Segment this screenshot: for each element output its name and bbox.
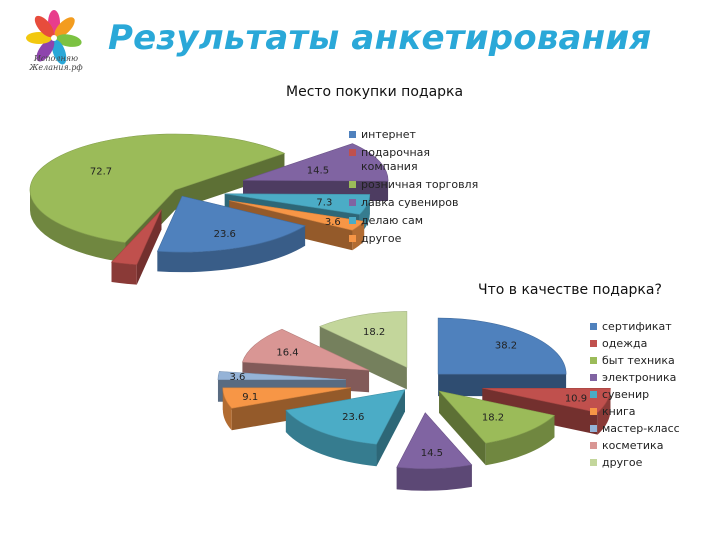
chart2-data-label: 3.6 [229,372,245,383]
chart2-data-label: 18.2 [363,327,385,338]
chart1-data-label: 7.3 [316,197,332,208]
legend-swatch [590,425,597,432]
chart2-legend-item: электроника [590,371,690,385]
chart2-data-label: 10.9 [565,394,587,405]
legend-swatch [590,408,597,415]
chart1-data-label: 14.5 [307,166,329,177]
legend-label: подарочная компания [361,146,431,173]
legend-swatch [590,459,597,466]
chart2-data-label: 16.4 [276,347,298,358]
legend-swatch [590,442,597,449]
chart2-legend-item: мастер-класс [590,422,690,436]
legend-label: электроника [602,371,677,384]
legend-label: мастер-класс [602,422,680,435]
chart1-data-label: 72.7 [90,166,112,177]
logo-text: Исполняю Желания.рф [29,54,83,72]
chart1-legend-item: интернет [349,128,489,142]
chart1-data-label: 3.6 [325,217,341,228]
chart2-slice-4 [396,412,473,491]
legend-label: сертификат [602,320,672,333]
logo-flower-icon [26,10,82,65]
chart2-slice-5 [285,389,406,467]
legend-swatch [590,357,597,364]
legend-swatch [349,131,356,138]
legend-label: розничная торговля [361,178,479,191]
legend-swatch [349,199,356,206]
chart2-legend-item: другое [590,456,690,470]
chart1-data-label: 23.6 [214,229,236,240]
chart2-data-label: 18.2 [482,413,504,424]
legend-swatch [590,374,597,381]
chart1-legend-item: лавка сувениров [349,196,489,210]
legend-label: сувенир [602,388,650,401]
chart2-slice-1 [437,317,567,397]
chart2-legend-item: быт техника [590,354,690,368]
chart2-slice-3 [438,390,556,466]
chart2-legend-item: книга [590,405,690,419]
legend-label: другое [361,232,402,245]
chart2-legend-item: сувенир [590,388,690,402]
chart1-slice-1 [156,195,306,273]
legend-swatch [349,181,356,188]
legend-label: интернет [361,128,416,141]
chart1-legend-item: розничная торговля [349,178,489,192]
chart2-data-label: 9.1 [242,392,258,403]
chart1-legend-item: другое [349,232,489,246]
chart1-title: Место покупки подарка [286,84,464,100]
legend-swatch [590,340,597,347]
legend-label: книга [602,405,636,418]
pie-chart-2: 38.2 10.9 18.2 14.5 23.6 9.1 3.6 16.4 18.2 [217,311,611,491]
chart1-slice-3 [29,133,286,263]
chart2-legend-item: одежда [590,337,690,351]
legend-label: делаю сам [361,214,423,227]
legend-label: быт техника [602,354,675,367]
legend-swatch [590,391,597,398]
chart1-legend-item: подарочная компания [349,146,489,174]
chart2-legend-item: косметика [590,439,690,453]
legend-label: другое [602,456,643,469]
chart2-data-label: 14.5 [421,448,443,459]
legend-label: лавка сувениров [361,196,459,209]
legend-swatch [349,235,356,242]
legend-swatch [349,149,356,156]
legend-label: косметика [602,439,664,452]
chart2-slice-2 [482,387,611,435]
chart2-legend: сертификат одежда быт техника электроника су… [590,320,690,473]
chart1-slice-2 [110,209,162,285]
legend-label: одежда [602,337,648,350]
page-title: Результаты анкетирования [108,18,652,58]
chart1-legend-item: делаю сам [349,214,489,228]
chart2-slice-9 [318,311,408,390]
legend-swatch [590,323,597,330]
chart1-legend: интернет подарочная компания розничная тор… [349,128,489,250]
legend-swatch [349,217,356,224]
chart2-title: Что в качестве подарка? [478,282,662,298]
chart2-legend-item: сертификат [590,320,690,334]
pie-chart-1: 23.6 72.7 14.5 7.3 3.6 [29,133,389,285]
chart2-data-label: 23.6 [342,412,364,423]
chart2-data-label: 38.2 [495,340,517,351]
